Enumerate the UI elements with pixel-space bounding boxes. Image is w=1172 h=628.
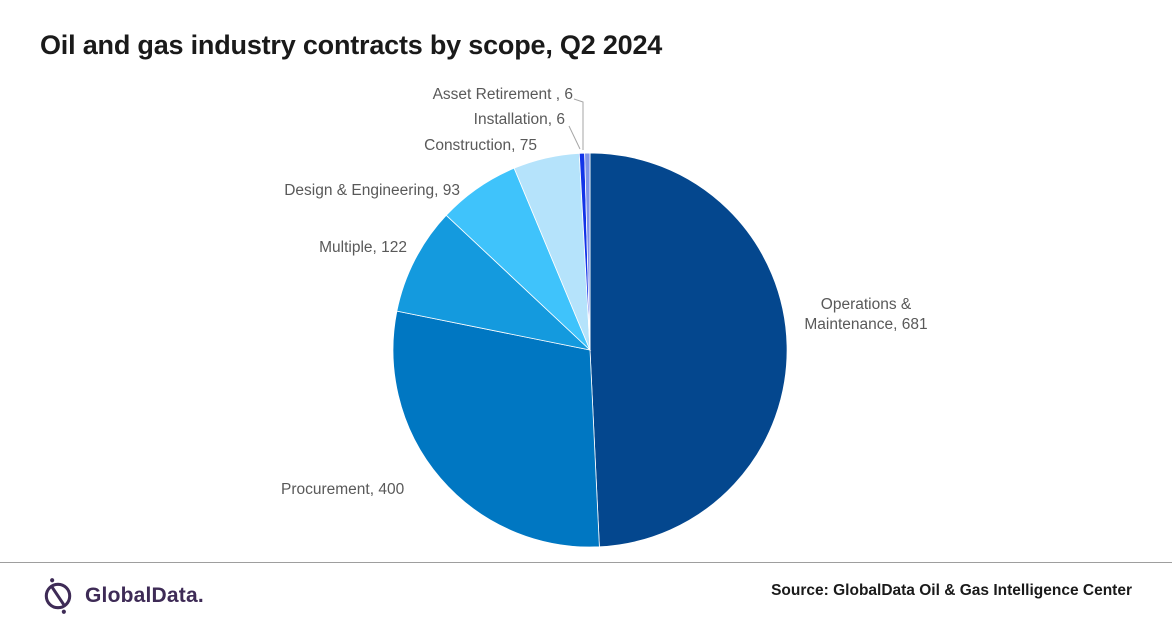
leader-line-asset-retirement (573, 98, 584, 150)
slice-label-operations-maintenance: Operations & Maintenance, 681 (804, 296, 928, 333)
slice-label-design-engineering: Design & Engineering, 93 (284, 182, 460, 199)
globaldata-logo: GlobalData. (40, 576, 204, 616)
pie-slice-operations-maintenance (589, 152, 788, 548)
slice-label-installation: Installation, 6 (473, 111, 565, 128)
globaldata-logo-icon (44, 578, 72, 614)
slice-label-asset-retirement: Asset Retirement , 6 (432, 86, 573, 103)
pie-slice-procurement (392, 310, 600, 548)
globaldata-logo-text: GlobalData. (85, 584, 204, 607)
pie-slice-multiple (396, 214, 592, 351)
leader-line-installation (568, 125, 581, 150)
slice-label-multiple: Multiple, 122 (319, 239, 407, 256)
page-title: Oil and gas industry contracts by scope,… (40, 30, 663, 60)
pie-slices-group (392, 152, 788, 548)
slice-label-procurement: Procurement, 400 (281, 481, 405, 498)
pie-slice-asset-retirement (584, 152, 591, 351)
footer-divider (0, 562, 1172, 563)
source-text: Source: GlobalData Oil & Gas Intelligenc… (771, 582, 1132, 599)
slice-label-construction: Construction, 75 (424, 137, 537, 154)
